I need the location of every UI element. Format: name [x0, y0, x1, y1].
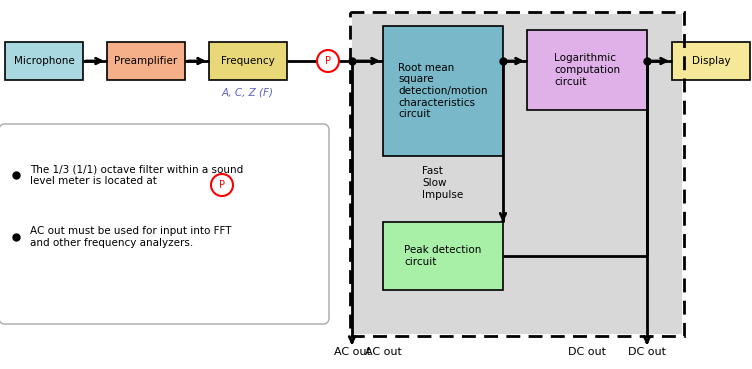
FancyBboxPatch shape: [5, 42, 83, 80]
Text: P: P: [219, 180, 225, 190]
FancyBboxPatch shape: [209, 42, 287, 80]
Text: P: P: [325, 56, 331, 66]
Text: Root mean
square
detection/motion
characteristics
circuit: Root mean square detection/motion charac…: [399, 63, 488, 119]
FancyBboxPatch shape: [0, 124, 329, 324]
Text: DC out: DC out: [628, 347, 666, 357]
FancyBboxPatch shape: [107, 42, 185, 80]
Text: Frequency: Frequency: [221, 56, 275, 66]
Text: AC out: AC out: [334, 347, 371, 357]
FancyBboxPatch shape: [383, 222, 503, 290]
Text: A, C, Z (F): A, C, Z (F): [222, 87, 274, 97]
Text: The 1/3 (1/1) octave filter within a sound
level meter is located at: The 1/3 (1/1) octave filter within a sou…: [30, 164, 243, 186]
Text: DC out: DC out: [568, 347, 606, 357]
Text: Fast
Slow
Impulse: Fast Slow Impulse: [423, 166, 464, 200]
Circle shape: [317, 50, 339, 72]
Text: Microphone: Microphone: [14, 56, 74, 66]
FancyBboxPatch shape: [672, 42, 750, 80]
FancyBboxPatch shape: [383, 26, 503, 156]
Text: AC out must be used for input into FFT
and other frequency analyzers.: AC out must be used for input into FFT a…: [30, 226, 232, 248]
Text: Logarithmic
computation
circuit: Logarithmic computation circuit: [554, 54, 620, 87]
Text: Peak detection
circuit: Peak detection circuit: [405, 245, 482, 267]
FancyBboxPatch shape: [352, 14, 682, 334]
Text: Display: Display: [692, 56, 730, 66]
Text: Preamplifier: Preamplifier: [114, 56, 177, 66]
Circle shape: [211, 174, 233, 196]
FancyBboxPatch shape: [527, 30, 647, 110]
Text: AC out: AC out: [365, 347, 402, 357]
